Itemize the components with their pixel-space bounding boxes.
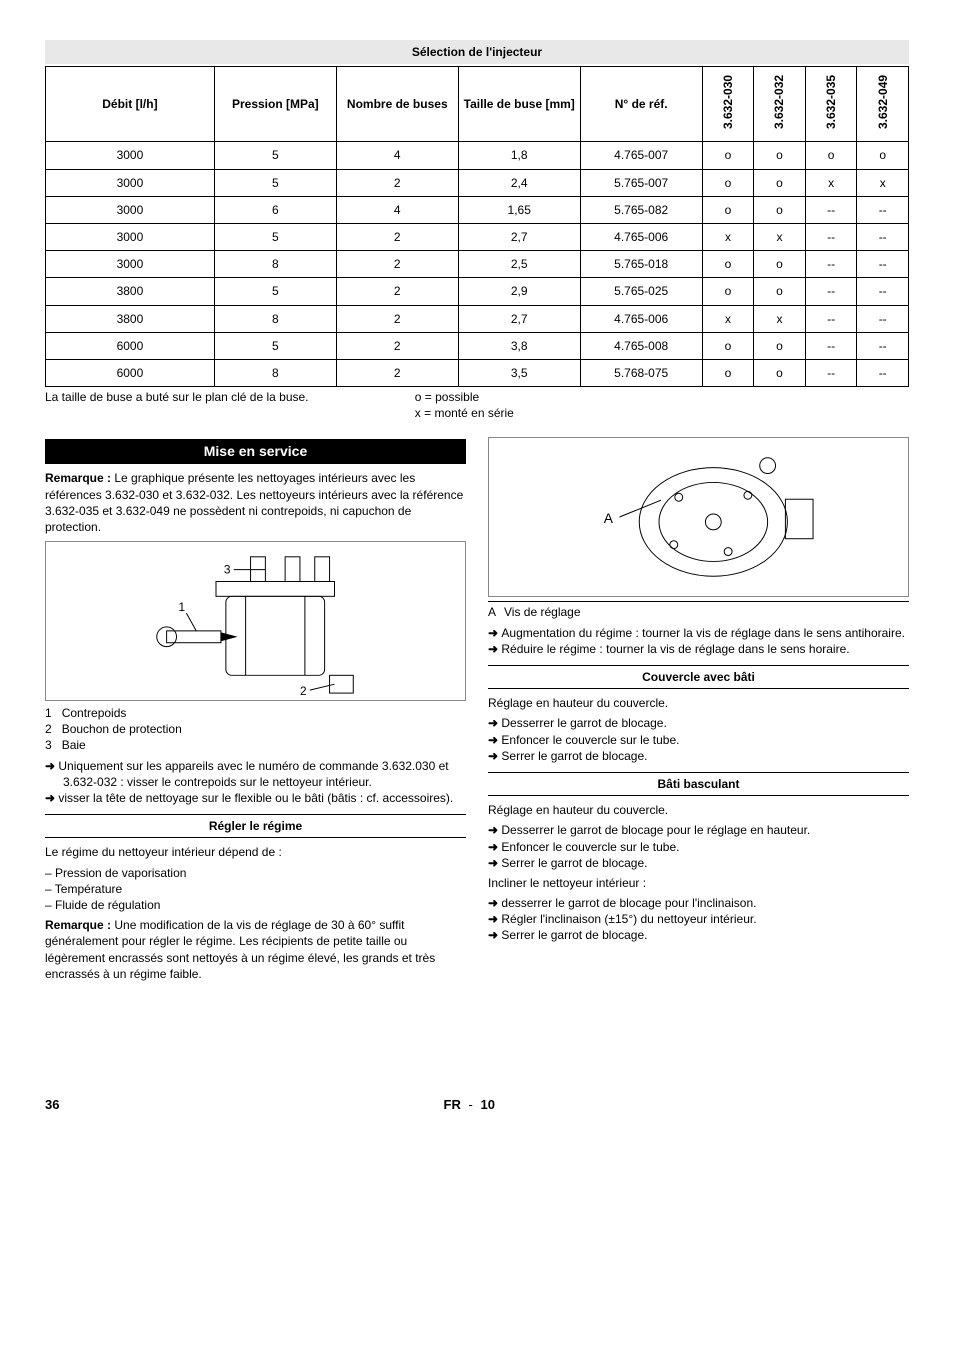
list-item: Serrer le garrot de blocage.	[488, 927, 909, 943]
table-row: 3000522,74.765-006xx----	[46, 223, 909, 250]
table-title: Sélection de l'injecteur	[45, 40, 909, 64]
table-row: 6000523,84.765-008oo----	[46, 332, 909, 359]
list-item: Augmentation du régime : tourner la vis …	[488, 625, 909, 641]
list-item: Uniquement sur les appareils avec le num…	[45, 758, 466, 790]
list-item: desserrer le garrot de blocage pour l'in…	[488, 895, 909, 911]
table-header: Taille de buse [mm]	[458, 67, 580, 142]
list-item: Serrer le garrot de blocage.	[488, 855, 909, 871]
list-item: 1Contrepoids	[45, 705, 466, 721]
footer-sep: -	[469, 1097, 473, 1112]
diagram-caption: A Vis de réglage	[488, 601, 909, 620]
remark-1: Remarque : Le graphique présente les net…	[45, 470, 466, 535]
page-footer: 36 FR - 10	[45, 1096, 909, 1114]
table-row: 3800522,95.765-025oo----	[46, 278, 909, 305]
table-row: 3800822,74.765-006xx----	[46, 305, 909, 332]
sub2-arrows2: desserrer le garrot de blocage pour l'in…	[488, 895, 909, 944]
list-item: 2Bouchon de protection	[45, 721, 466, 737]
table-header: Pression [MPa]	[214, 67, 336, 142]
list-item: Serrer le garrot de blocage.	[488, 748, 909, 764]
list-item: 3Baie	[45, 737, 466, 753]
table-header: Débit [l/h]	[46, 67, 215, 142]
sub1-remark: Remarque : Une modification de la vis de…	[45, 917, 466, 982]
footer-lang: FR	[444, 1097, 461, 1112]
table-row: 3000822,55.765-018oo----	[46, 251, 909, 278]
subhead-couvercle: Couvercle avec bâti	[488, 665, 909, 689]
legend-list: 1Contrepoids2Bouchon de protection3Baie	[45, 705, 466, 754]
table-row: 3000641,655.765-082oo----	[46, 196, 909, 223]
subhead-bati: Bâti basculant	[488, 772, 909, 796]
table-header-vertical: 3.632-049	[857, 67, 909, 142]
sub2-intro1: Réglage en hauteur du couvercle.	[488, 802, 909, 818]
arrows-right-1: Augmentation du régime : tourner la vis …	[488, 625, 909, 657]
list-item: Desserrer le garrot de blocage pour le r…	[488, 822, 909, 838]
page-number: 36	[45, 1096, 59, 1114]
svg-text:A: A	[604, 510, 614, 526]
table-notes: La taille de buse a buté sur le plan clé…	[45, 389, 909, 421]
list-item: Enfoncer le couvercle sur le tube.	[488, 732, 909, 748]
sub1r-intro: Réglage en hauteur du couvercle.	[488, 695, 909, 711]
injector-table: Débit [l/h]Pression [MPa]Nombre de buses…	[45, 66, 909, 387]
svg-text:2: 2	[300, 684, 307, 698]
note-right-1: o = possible	[415, 389, 909, 405]
table-header-vertical: 3.632-030	[702, 67, 754, 142]
list-item: Régler l'inclinaison (±15°) du nettoyeur…	[488, 911, 909, 927]
diagram-assembly: 3 1 2	[45, 541, 466, 701]
svg-text:1: 1	[178, 600, 185, 614]
section-mise-en-service: Mise en service	[45, 439, 466, 464]
list-item: Pression de vaporisation	[45, 865, 466, 881]
table-header: N° de réf.	[580, 67, 702, 142]
list-item: Fluide de régulation	[45, 897, 466, 913]
svg-text:3: 3	[224, 563, 231, 577]
list-item: Desserrer le garrot de blocage.	[488, 715, 909, 731]
sub1r-arrows: Desserrer le garrot de blocage.Enfoncer …	[488, 715, 909, 764]
list-item: Réduire le régime : tourner la vis de ré…	[488, 641, 909, 657]
sub1-dashlist: Pression de vaporisationTempératureFluid…	[45, 865, 466, 914]
note-left: La taille de buse a buté sur le plan clé…	[45, 389, 385, 421]
table-row: 3000522,45.765-007ooxx	[46, 169, 909, 196]
table-row: 3000541,84.765-007oooo	[46, 142, 909, 169]
sub1-intro: Le régime du nettoyeur intérieur dépend …	[45, 844, 466, 860]
list-item: Température	[45, 881, 466, 897]
footer-sub: 10	[480, 1097, 494, 1112]
table-header-vertical: 3.632-032	[754, 67, 806, 142]
note-right-2: x = monté en série	[415, 405, 909, 421]
diagram-screw: A	[488, 437, 909, 597]
arrows-left-1: Uniquement sur les appareils avec le num…	[45, 758, 466, 807]
table-row: 6000823,55.768-075oo----	[46, 359, 909, 386]
list-item: visser la tête de nettoyage sur le flexi…	[45, 790, 466, 806]
table-header-vertical: 3.632-035	[805, 67, 857, 142]
sub2-arrows1: Desserrer le garrot de blocage pour le r…	[488, 822, 909, 871]
list-item: Enfoncer le couvercle sur le tube.	[488, 839, 909, 855]
table-header: Nombre de buses	[336, 67, 458, 142]
sub2-intro2: Incliner le nettoyeur intérieur :	[488, 875, 909, 891]
subhead-regler: Régler le régime	[45, 814, 466, 838]
